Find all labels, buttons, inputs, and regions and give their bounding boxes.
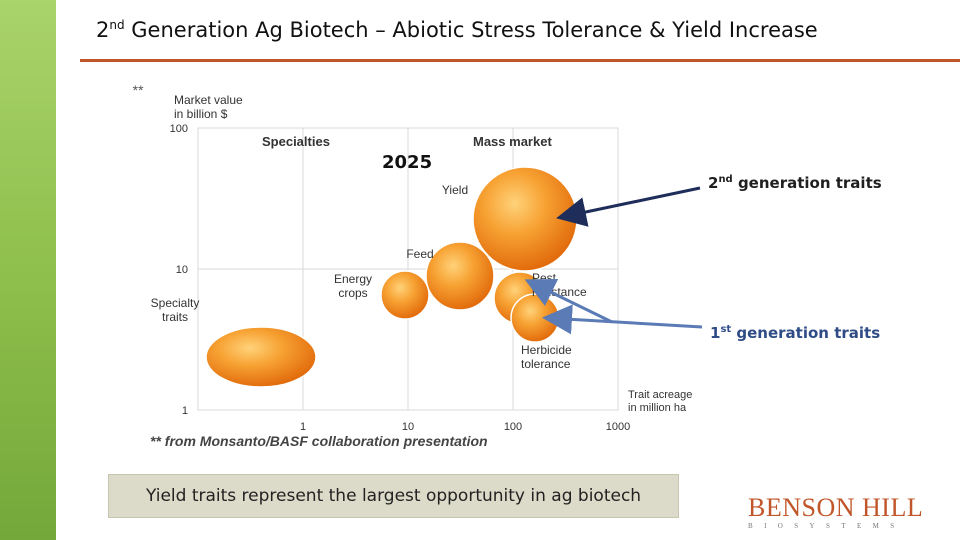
page-title: 2nd Generation Ag Biotech – Abiotic Stre… bbox=[96, 18, 818, 42]
arrow-to-pest bbox=[524, 279, 613, 324]
x-axis-label: Trait acreage in million ha bbox=[628, 389, 695, 414]
title-divider bbox=[80, 59, 960, 62]
bubble-label: Energy crops bbox=[334, 272, 372, 300]
bubble-label: Herbicide tolerance bbox=[521, 343, 572, 371]
takeaway-text: Yield traits represent the largest oppor… bbox=[145, 486, 642, 506]
bubble-label: Specialty traits bbox=[151, 296, 200, 324]
source-note: ** from Monsanto/BASF collaboration pres… bbox=[150, 433, 488, 449]
year-label: 2025 bbox=[382, 152, 433, 173]
bubble-energy-crops bbox=[380, 270, 430, 320]
first-gen-callout: 1st generation traits bbox=[710, 324, 881, 342]
sidebar-accent bbox=[0, 0, 56, 540]
y-tick-label: 10 bbox=[176, 264, 188, 276]
bubble-label: Feed bbox=[406, 247, 433, 261]
x-tick-label: 1 bbox=[300, 421, 306, 433]
y-tick-label: 100 bbox=[170, 123, 188, 135]
chart-footnote-marker: ** bbox=[132, 82, 143, 98]
second-gen-callout: 2nd generation traits bbox=[708, 174, 882, 192]
bubble-label: Yield bbox=[442, 183, 468, 197]
takeaway-box: Yield traits represent the largest oppor… bbox=[108, 474, 679, 518]
y-axis-label: Market value in billion $ bbox=[174, 93, 246, 121]
bubble-specialty-traits bbox=[205, 326, 317, 388]
region-label-specialties: Specialties bbox=[262, 134, 330, 149]
company-logo: BENSON HILL BIOSYSTEMS bbox=[748, 493, 924, 531]
bubble-chart: Market value in billion $ Trait acreage … bbox=[151, 93, 695, 433]
arrow-to-yield bbox=[556, 186, 701, 227]
x-tick-label: 100 bbox=[504, 421, 522, 433]
x-tick-label: 10 bbox=[402, 421, 414, 433]
y-tick-label: 1 bbox=[182, 405, 188, 417]
region-label-mass-market: Mass market bbox=[473, 134, 552, 149]
x-tick-label: 1000 bbox=[606, 421, 630, 433]
arrow-to-herbicide bbox=[542, 304, 703, 335]
bubble-feed bbox=[425, 241, 495, 311]
